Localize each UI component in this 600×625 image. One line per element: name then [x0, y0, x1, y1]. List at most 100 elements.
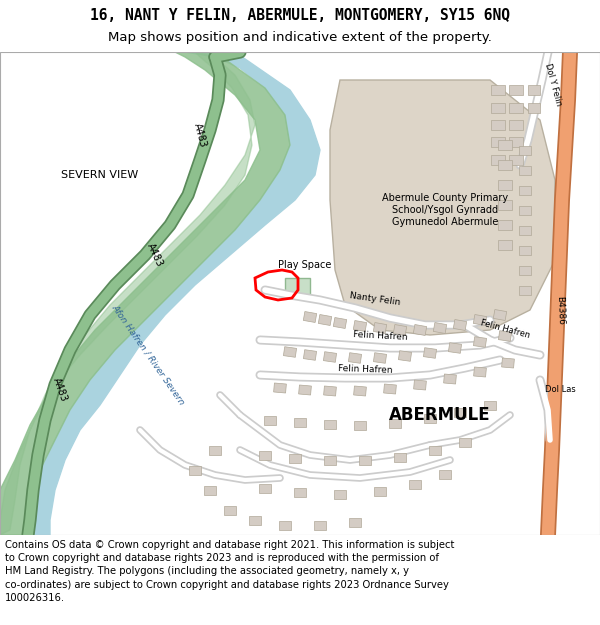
- Bar: [294, 418, 306, 426]
- Bar: [314, 521, 326, 529]
- Bar: [413, 380, 427, 390]
- Bar: [334, 489, 346, 499]
- Bar: [454, 319, 467, 331]
- Bar: [289, 454, 301, 462]
- Bar: [502, 358, 514, 368]
- Bar: [498, 200, 512, 210]
- Bar: [509, 155, 523, 165]
- Bar: [519, 146, 531, 154]
- Bar: [324, 419, 336, 429]
- Text: A483: A483: [145, 241, 165, 269]
- Bar: [299, 385, 311, 395]
- Bar: [519, 266, 531, 274]
- Bar: [283, 347, 296, 358]
- Bar: [519, 286, 531, 294]
- Text: Afon Hafren / River Severn: Afon Hafren / River Severn: [110, 303, 186, 407]
- Text: Contains OS data © Crown copyright and database right 2021. This information is : Contains OS data © Crown copyright and d…: [5, 540, 454, 602]
- Bar: [294, 488, 306, 496]
- Bar: [491, 120, 505, 130]
- Text: SEVERN VIEW: SEVERN VIEW: [61, 170, 139, 180]
- Bar: [509, 85, 523, 95]
- Text: Felin Hafren: Felin Hafren: [353, 330, 407, 342]
- Bar: [259, 484, 271, 492]
- Bar: [353, 386, 367, 396]
- Text: Dol Y Felin: Dol Y Felin: [543, 62, 563, 107]
- Bar: [491, 85, 505, 95]
- Polygon shape: [0, 52, 130, 300]
- Bar: [383, 384, 397, 394]
- Bar: [459, 438, 471, 446]
- Bar: [304, 311, 317, 322]
- Text: 16, NANT Y FELIN, ABERMULE, MONTGOMERY, SY15 6NQ: 16, NANT Y FELIN, ABERMULE, MONTGOMERY, …: [90, 9, 510, 24]
- Bar: [509, 103, 523, 113]
- Bar: [249, 516, 261, 524]
- Text: Felin Hafren: Felin Hafren: [338, 364, 392, 375]
- Bar: [189, 466, 201, 474]
- Text: B4386: B4386: [555, 296, 565, 324]
- Bar: [353, 321, 367, 331]
- Text: ABERMULE: ABERMULE: [389, 406, 491, 424]
- Bar: [374, 486, 386, 496]
- Bar: [443, 374, 457, 384]
- Bar: [498, 240, 512, 250]
- Text: Nanty Felin: Nanty Felin: [349, 291, 401, 307]
- Bar: [264, 416, 276, 424]
- Text: A483: A483: [51, 376, 69, 404]
- Bar: [334, 318, 347, 329]
- Bar: [454, 408, 466, 416]
- Polygon shape: [330, 80, 555, 335]
- Text: Dol Las: Dol Las: [545, 386, 576, 394]
- Bar: [473, 337, 487, 348]
- Bar: [324, 456, 336, 464]
- Bar: [424, 414, 436, 422]
- Polygon shape: [25, 52, 320, 535]
- Bar: [359, 456, 371, 464]
- Bar: [509, 120, 523, 130]
- Bar: [498, 220, 512, 230]
- Bar: [424, 348, 437, 358]
- Bar: [274, 383, 286, 393]
- Bar: [499, 331, 512, 341]
- Bar: [498, 160, 512, 170]
- Polygon shape: [0, 300, 100, 535]
- Bar: [498, 140, 512, 150]
- Bar: [528, 85, 540, 95]
- Bar: [398, 351, 412, 361]
- Polygon shape: [0, 52, 290, 535]
- Polygon shape: [285, 278, 310, 295]
- Bar: [491, 137, 505, 147]
- Bar: [389, 419, 401, 428]
- Bar: [491, 155, 505, 165]
- Bar: [519, 186, 531, 194]
- Bar: [429, 446, 441, 454]
- Bar: [323, 352, 337, 362]
- Bar: [209, 446, 221, 454]
- Bar: [394, 452, 406, 461]
- Bar: [433, 322, 446, 334]
- Bar: [413, 324, 427, 336]
- Bar: [473, 314, 487, 326]
- Bar: [509, 137, 523, 147]
- Bar: [323, 386, 337, 396]
- Bar: [473, 367, 487, 377]
- Bar: [349, 352, 362, 363]
- Text: Play Space: Play Space: [278, 260, 332, 270]
- Bar: [439, 469, 451, 479]
- Bar: [409, 479, 421, 489]
- Bar: [354, 421, 366, 429]
- Bar: [204, 486, 216, 494]
- Bar: [519, 246, 531, 254]
- Polygon shape: [0, 52, 255, 535]
- Bar: [519, 226, 531, 234]
- Bar: [484, 401, 496, 409]
- Text: Felin Hafren: Felin Hafren: [479, 318, 531, 340]
- Text: Abermule County Primary
School/Ysgol Gynradd
Gymunedol Abermule: Abermule County Primary School/Ysgol Gyn…: [382, 193, 508, 227]
- Bar: [319, 314, 332, 326]
- Text: Map shows position and indicative extent of the property.: Map shows position and indicative extent…: [108, 31, 492, 44]
- Bar: [279, 521, 291, 529]
- Bar: [349, 518, 361, 526]
- Bar: [224, 506, 236, 514]
- Bar: [519, 206, 531, 214]
- Bar: [448, 342, 461, 353]
- Bar: [259, 451, 271, 459]
